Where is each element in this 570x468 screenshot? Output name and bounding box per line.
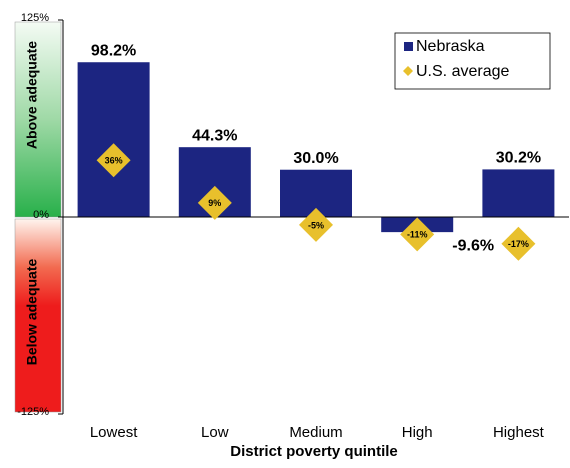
- bar-value-label: 44.3%: [192, 127, 237, 144]
- marker-value-label: -11%: [407, 230, 428, 240]
- legend-label: Nebraska: [416, 38, 485, 55]
- legend-label: U.S. average: [416, 63, 509, 80]
- legend-swatch: [403, 66, 413, 76]
- x-tick-label: Medium: [289, 424, 342, 441]
- bar-value-label: -9.6%: [452, 237, 494, 254]
- annotation: Above adequate: [24, 41, 40, 149]
- legend: [394, 32, 551, 90]
- marker-value-label: 36%: [105, 156, 123, 166]
- annotation: Below adequate: [24, 259, 40, 366]
- bar-value-label: 30.0%: [293, 150, 338, 167]
- legend-swatch: [404, 42, 413, 51]
- marker-value-label: 9%: [208, 198, 221, 208]
- diamond-marker: [400, 217, 435, 252]
- y-tick-label: 125%: [21, 12, 49, 24]
- x-tick-label: Low: [201, 424, 229, 441]
- bar-value-label: 30.2%: [496, 150, 541, 167]
- x-tick-label: Highest: [493, 424, 545, 441]
- bar: [77, 62, 150, 217]
- diamond-marker: [501, 226, 536, 261]
- y-tick-label: 0%: [33, 209, 49, 221]
- x-axis-title: District poverty quintile: [230, 443, 398, 460]
- diamond-marker: [197, 185, 232, 220]
- adequacy-band-above: [14, 21, 62, 218]
- y-tick-label: -125%: [17, 406, 49, 418]
- x-tick-label: Lowest: [90, 424, 138, 441]
- diamond-marker: [299, 207, 333, 242]
- bar-value-label: 98.2%: [91, 42, 136, 59]
- adequacy-band-below: [14, 218, 62, 413]
- marker-value-label: -17%: [508, 239, 529, 249]
- diamond-marker: [96, 143, 131, 178]
- marker-value-label: -5%: [308, 220, 324, 230]
- x-tick-label: High: [402, 424, 433, 441]
- bar: [482, 169, 555, 217]
